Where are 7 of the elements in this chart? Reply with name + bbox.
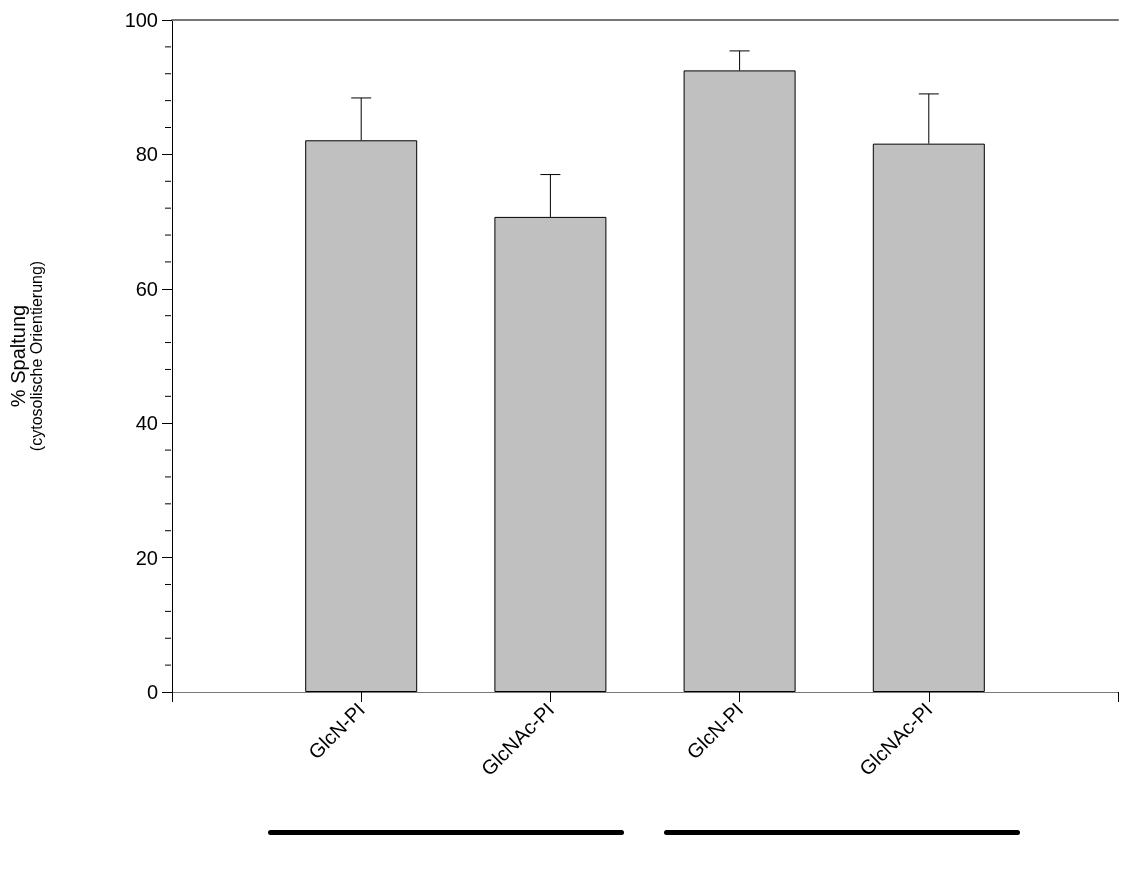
y-tick-label: 80 — [135, 143, 158, 166]
y-tick-label: 60 — [135, 277, 158, 300]
y-tick-label: 0 — [146, 681, 158, 703]
y-tick-label: 20 — [135, 546, 158, 569]
y-tick-label: 40 — [135, 412, 158, 435]
y-axis-title: % Spaltung (cytosolische Orientierung) — [7, 260, 45, 452]
y-tick-label: 100 — [124, 9, 158, 31]
